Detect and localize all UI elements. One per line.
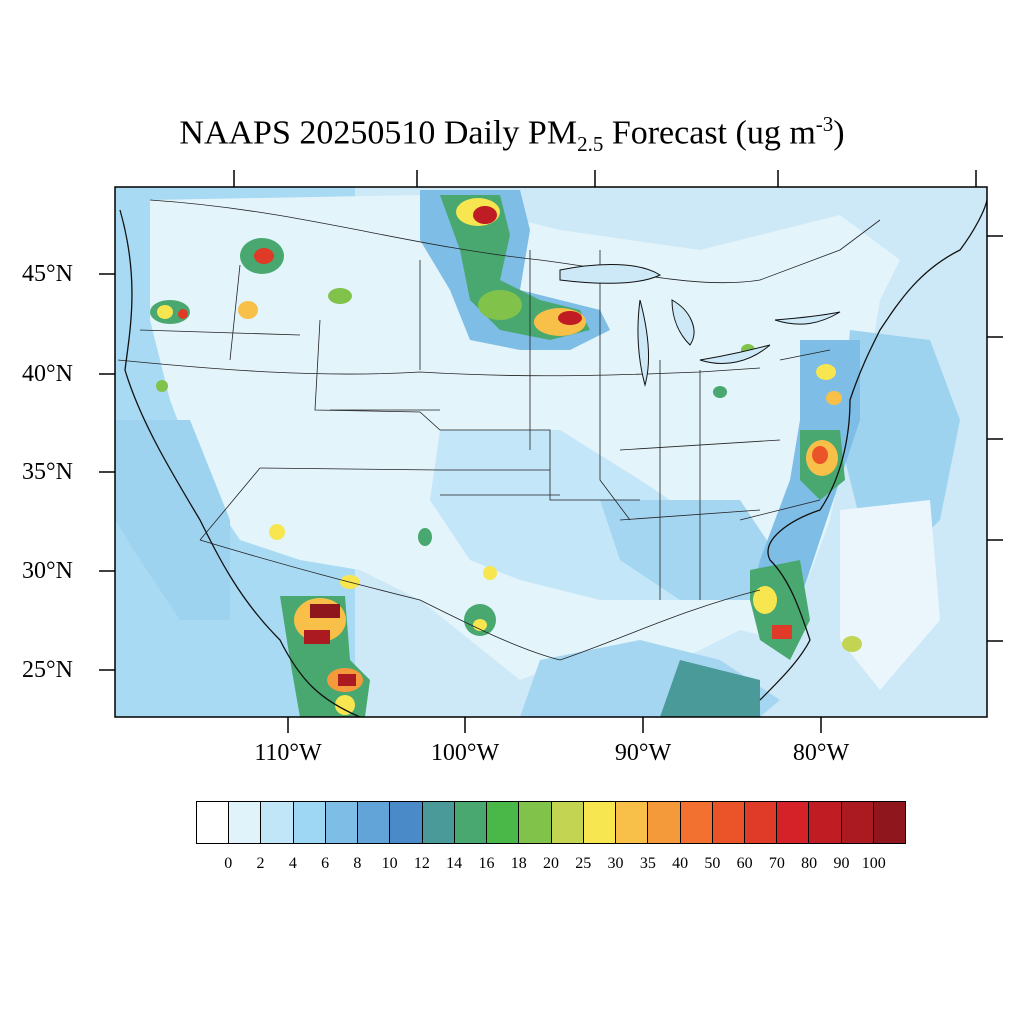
colorbar-cell	[197, 802, 230, 843]
lat-label-25n: 25°N	[22, 657, 73, 683]
colorbar-label: 30	[607, 855, 624, 872]
colorbar-cell	[422, 802, 455, 843]
colorbar-label: 16	[478, 855, 495, 872]
colorbar-cell	[325, 802, 359, 843]
colorbar-cell	[454, 802, 488, 843]
colorbar-label: 4	[288, 855, 297, 872]
colorbar-label: 18	[510, 855, 527, 872]
lon-label-100w: 100°W	[430, 740, 500, 766]
colorbar-cell	[712, 802, 745, 843]
colorbar-cell	[551, 802, 584, 843]
colorbar-label: 35	[639, 855, 656, 872]
colorbar-cell	[616, 802, 649, 843]
colorbar-cell	[744, 802, 778, 843]
colorbar-label: 50	[704, 855, 721, 872]
colorbar-label: 8	[353, 855, 362, 872]
colorbar-label: 100	[861, 855, 886, 872]
colorbar-label: 12	[413, 855, 430, 872]
colorbar-label: 14	[446, 855, 463, 872]
lon-label-90w: 90°W	[614, 740, 672, 766]
lat-label-35n: 35°N	[22, 459, 73, 485]
colorbar-label: 90	[833, 855, 850, 872]
colorbar-cell	[809, 802, 842, 843]
colorbar-label: 6	[321, 855, 330, 872]
colorbar-cell	[873, 802, 906, 843]
lat-label-30n: 30°N	[22, 558, 73, 584]
colorbar-cell	[680, 802, 713, 843]
colorbar-cell	[648, 802, 681, 843]
colorbar-cell	[358, 802, 391, 843]
colorbar-label: 40	[672, 855, 689, 872]
lon-label-110w: 110°W	[254, 740, 322, 766]
colorbar-cell	[777, 802, 810, 843]
lat-label-40n: 40°N	[22, 361, 73, 387]
lat-label-45n: 45°N	[22, 261, 73, 287]
lon-label-80w: 80°W	[792, 740, 850, 766]
map-title: NAAPS 20250510 Daily PM2.5 Forecast (ug …	[179, 112, 845, 157]
colorbar-label: 70	[768, 855, 785, 872]
colorbar-cell	[519, 802, 552, 843]
colorbar-label: 0	[224, 855, 233, 872]
colorbar-label: 80	[801, 855, 818, 872]
colorbar-cell	[390, 802, 423, 843]
colorbar	[196, 801, 906, 844]
colorbar-label: 20	[543, 855, 559, 872]
colorbar-label: 2	[256, 855, 265, 872]
colorbar-label: 25	[575, 855, 592, 872]
map-frame	[114, 186, 988, 718]
colorbar-cell	[229, 802, 262, 843]
colorbar-cell	[487, 802, 520, 843]
colorbar-cell	[583, 802, 617, 843]
colorbar-cell	[841, 802, 874, 843]
colorbar-cell	[293, 802, 326, 843]
colorbar-cell	[261, 802, 294, 843]
colorbar-label: 60	[736, 855, 753, 872]
colorbar-label: 10	[381, 855, 398, 872]
